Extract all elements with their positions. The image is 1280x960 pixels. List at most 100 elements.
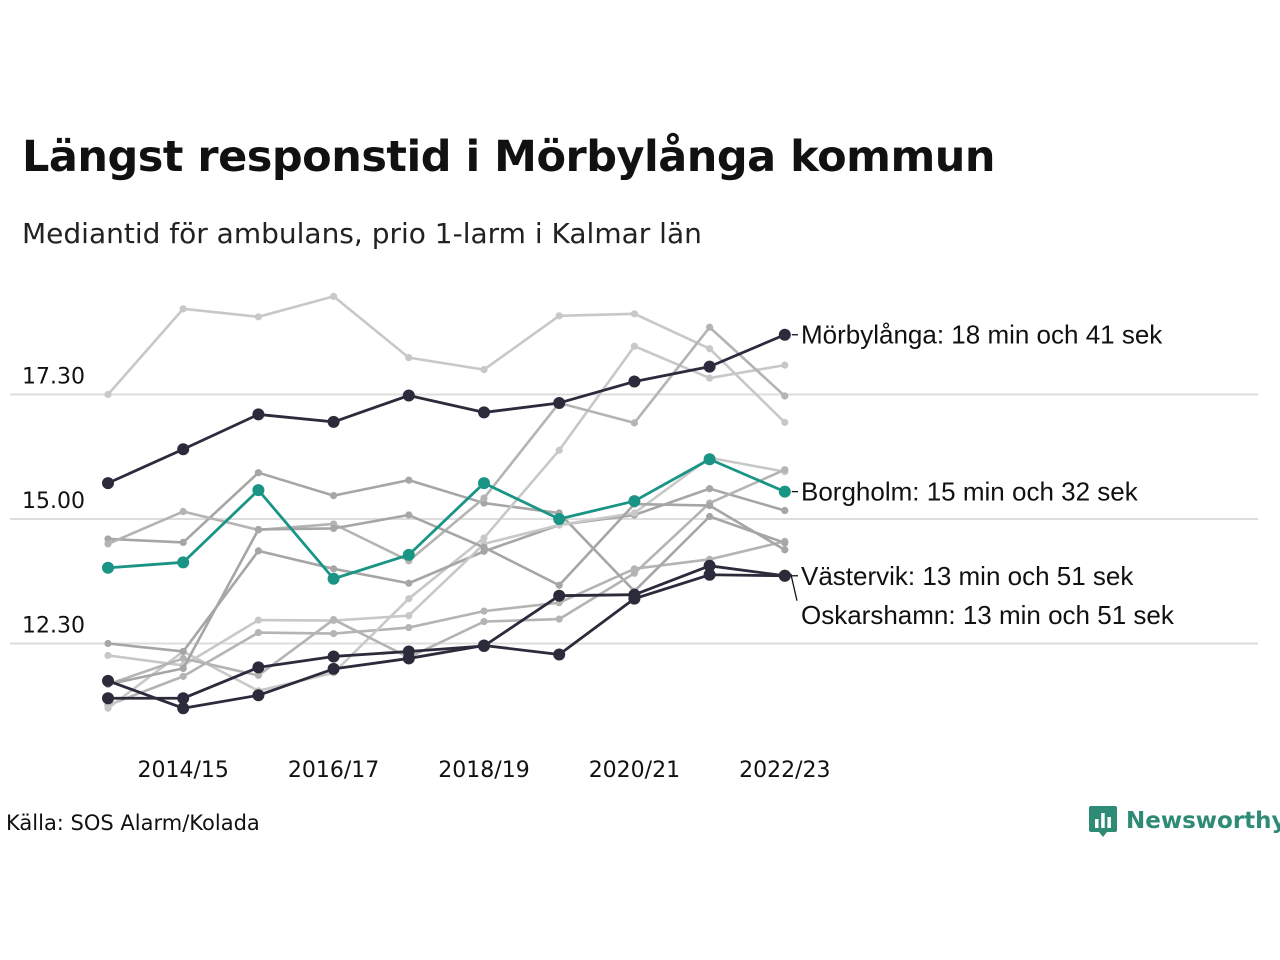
data-point [555, 581, 563, 589]
highlighted-series [102, 328, 791, 715]
data-point [104, 651, 112, 660]
data-point [630, 310, 639, 318]
data-point [480, 366, 488, 374]
data-point [478, 406, 490, 419]
series-line [107, 456, 786, 667]
data-point [555, 446, 563, 454]
data-point [102, 674, 114, 687]
series-line [108, 564, 785, 700]
data-point [778, 485, 791, 498]
newsworthy-logo-icon [1089, 806, 1117, 837]
data-point [555, 615, 563, 623]
data-point [628, 375, 641, 388]
data-point [252, 661, 265, 674]
data-point [402, 652, 415, 665]
y-tick-label: 12.30 [22, 614, 85, 639]
x-tick-label: 2020/21 [589, 758, 680, 783]
data-point [179, 672, 187, 680]
data-point [781, 361, 789, 369]
data-point [706, 374, 714, 382]
data-point [179, 305, 187, 313]
data-point [330, 292, 338, 300]
series-other-8 [104, 323, 789, 565]
data-point [480, 534, 488, 542]
data-point [781, 466, 789, 474]
label-leader [790, 573, 798, 601]
series-line [107, 295, 786, 424]
data-point [781, 539, 789, 547]
data-point [630, 509, 639, 517]
data-point [706, 345, 714, 353]
series-other-6 [104, 469, 789, 595]
data-point [179, 538, 187, 547]
data-point [703, 360, 716, 373]
data-point [480, 607, 488, 615]
data-point [104, 540, 112, 548]
data-point [480, 617, 488, 626]
data-point [781, 546, 789, 554]
data-point [179, 664, 187, 673]
data-point [706, 501, 714, 510]
x-tick-label: 2022/23 [739, 758, 830, 783]
data-point [405, 579, 413, 587]
data-point [179, 654, 187, 663]
data-point [254, 616, 262, 624]
series-line [107, 502, 786, 686]
series-label: Mörbylånga: 18 min och 41 sek [801, 320, 1163, 350]
data-point [327, 650, 340, 663]
y-tick-label: 15.00 [22, 489, 85, 514]
end-label: Borgholm: 15 min och 32 sek [791, 477, 1139, 507]
data-point [405, 476, 413, 484]
x-tick-label: 2014/15 [137, 758, 228, 783]
data-point [104, 704, 112, 712]
chart-subtitle: Mediantid för ambulans, prio 1-larm i Ka… [22, 217, 702, 250]
series-label: Oskarshamn: 13 min och 51 sek [801, 600, 1175, 630]
data-point [330, 491, 338, 500]
data-point [480, 494, 488, 502]
series-line [107, 573, 785, 710]
data-point [405, 595, 413, 603]
data-point [778, 328, 791, 341]
data-point [703, 568, 716, 581]
data-point [706, 512, 714, 521]
data-point [402, 548, 415, 561]
data-point [330, 524, 338, 533]
source-note: Källa: SOS Alarm/Kolada [6, 811, 260, 835]
data-point [177, 692, 190, 705]
data-point [177, 556, 190, 569]
data-point [327, 572, 340, 585]
series-line [107, 333, 786, 485]
data-point [177, 443, 190, 456]
end-label: Västervik: 13 min och 51 sek [791, 561, 1134, 591]
series-label: Västervik: 13 min och 51 sek [801, 561, 1134, 591]
data-point [405, 511, 413, 519]
chart-title: Längst responstid i Mörbylånga kommun [22, 132, 995, 182]
data-point [327, 662, 340, 675]
x-tick-label: 2018/19 [438, 758, 529, 783]
series-oskarshamn [102, 568, 791, 715]
data-point [706, 323, 714, 331]
data-point [102, 477, 114, 490]
data-point [781, 418, 789, 426]
data-point [179, 647, 187, 656]
data-point [778, 569, 791, 582]
series-other-11 [104, 466, 789, 688]
data-point [104, 639, 112, 648]
data-point [330, 629, 338, 638]
data-point [327, 415, 340, 428]
data-point [480, 543, 488, 551]
brand-logo[interactable]: Newsworthy [1088, 804, 1280, 838]
data-point [252, 689, 265, 702]
data-point [104, 390, 112, 399]
data-point [553, 648, 566, 661]
data-point [703, 453, 716, 466]
series-m-rbyl-nga [102, 328, 791, 490]
data-point [781, 392, 789, 400]
data-point [405, 354, 413, 362]
end-label: Mörbylånga: 18 min och 41 sek [791, 320, 1163, 350]
data-point [703, 559, 716, 572]
background-series [104, 292, 789, 712]
data-point [402, 389, 415, 402]
data-point [254, 671, 262, 679]
data-point [781, 506, 789, 515]
